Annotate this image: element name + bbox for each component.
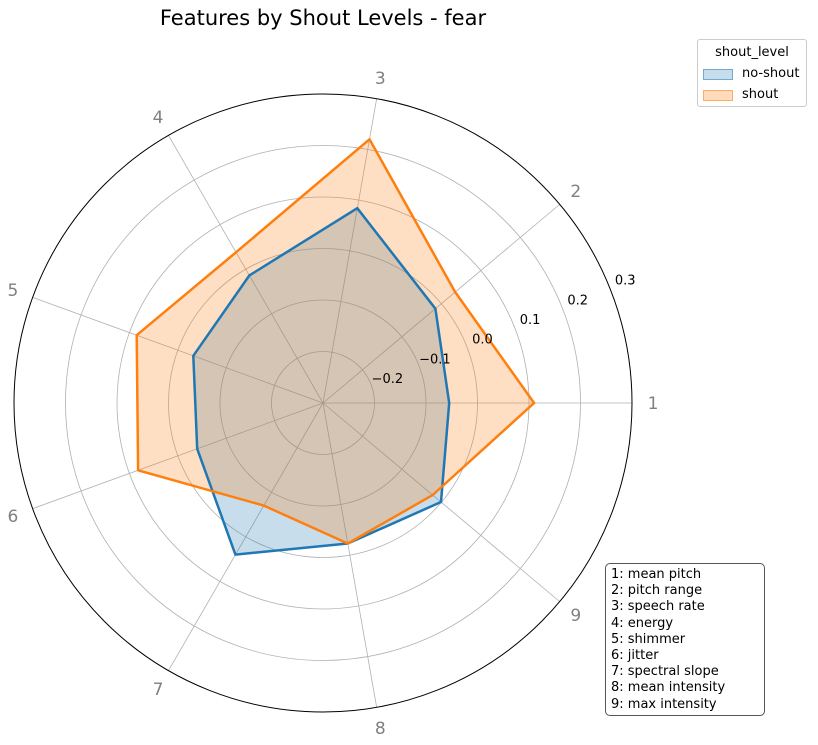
radar-labels: 1 2 3 4 5 6 7 8 9 −0.2 −0.1 0.0 0.1 0.2 0.3: [7, 69, 658, 739]
key-line-9: 9: max intensity: [611, 696, 717, 712]
legend-label-no-shout: no-shout: [742, 66, 800, 81]
legend: shout_level no-shout shout: [697, 39, 807, 107]
series-fill-shout: [136, 139, 535, 544]
radial-tick-label: 0.0: [472, 333, 493, 348]
radial-tick-label: 0.3: [615, 274, 636, 289]
category-label-9: 9: [570, 606, 581, 626]
radial-tick-label: −0.2: [372, 372, 404, 387]
key-line-8: 8: mean intensity: [611, 680, 726, 696]
category-label-2: 2: [570, 182, 581, 202]
legend-swatch-no-shout: [703, 69, 733, 80]
spoke-line: [32, 296, 324, 404]
key-line-5: 5: shimmer: [611, 631, 686, 647]
key-line-1: 1: mean pitch: [611, 567, 702, 582]
series-fill-no-shout: [193, 208, 450, 555]
radial-tick-label: 0.1: [520, 313, 541, 328]
key-line-7: 7: spectral slope: [611, 664, 719, 680]
key-line-3: 3: speech rate: [611, 599, 705, 615]
category-label-3: 3: [375, 69, 386, 89]
key-line-6: 6: jitter: [611, 648, 659, 664]
radar-grid: [32, 98, 632, 708]
key-line-2: 2: pitch range: [611, 583, 703, 599]
outer-frame: [13, 93, 633, 713]
radial-tick-label: −0.1: [419, 352, 451, 367]
spoke-line: [322, 204, 560, 404]
legend-label-shout: shout: [742, 87, 779, 102]
category-label-6: 6: [7, 507, 18, 527]
category-label-5: 5: [7, 281, 18, 301]
legend-title: shout_level: [715, 45, 789, 60]
series-line-no-shout: [192, 206, 451, 556]
feature-key-box: 1: mean pitch 2: pitch range 3: speech r…: [605, 563, 765, 716]
radar-series: [135, 138, 536, 556]
series-line-shout: [135, 138, 536, 545]
spoke-line: [32, 402, 324, 510]
key-line-4: 4: energy: [611, 615, 674, 631]
category-label-7: 7: [153, 680, 164, 700]
spoke-line: [168, 402, 324, 671]
category-label-8: 8: [375, 719, 386, 739]
category-label-1: 1: [648, 394, 659, 414]
spoke-line: [168, 135, 324, 404]
radial-tick-label: 0.2: [567, 293, 588, 308]
chart-title: Features by Shout Levels - fear: [160, 6, 487, 30]
spoke-line: [322, 402, 378, 708]
spoke-line: [322, 98, 378, 404]
category-label-4: 4: [153, 108, 164, 128]
legend-swatch-shout: [703, 90, 733, 101]
